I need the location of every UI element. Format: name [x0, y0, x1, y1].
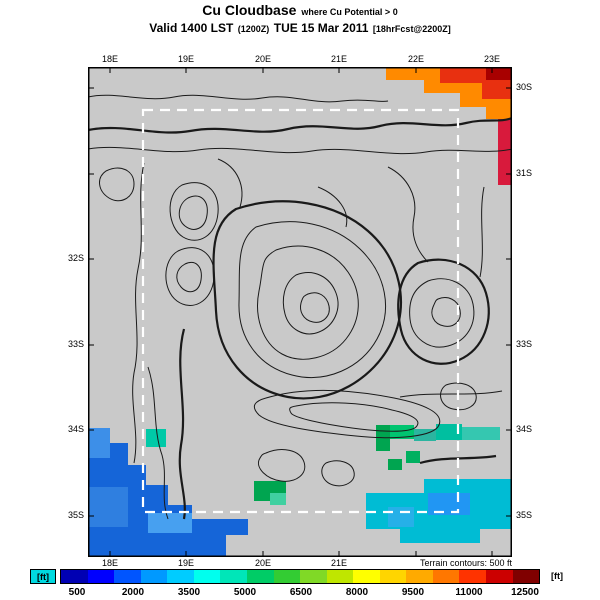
valid-time-line: Valid 1400 LST (1200Z) TUE 15 Mar 2011 […: [0, 21, 600, 36]
land-background: [88, 67, 512, 557]
axis-label-left-33s: 33S: [67, 339, 84, 349]
axis-label-right-31s: 31S: [516, 168, 533, 178]
axis-label-left-32s: 32S: [67, 253, 84, 263]
colorbar-cell: [193, 570, 221, 583]
colorbar-tick-label: 12500: [511, 587, 539, 598]
colorbar-tick-label: 5000: [233, 587, 257, 598]
cloudbase-cells-green: [146, 424, 500, 505]
axis-label-left-35s: 35S: [67, 510, 84, 520]
axis-label-bottom-21e: 21E: [330, 558, 348, 568]
chart-title-note: where Cu Potential > 0: [301, 7, 398, 17]
map-plot-area: [87, 67, 513, 557]
colorbar-cell: [326, 570, 354, 583]
terrain-contours-note: Terrain contours: 500 ft: [419, 558, 512, 568]
axis-label-bottom-18e: 18E: [101, 558, 119, 568]
colorbar-cell: [353, 570, 380, 583]
colorbar-cell: [459, 570, 486, 583]
cloudbase-region-high-red: [386, 67, 512, 185]
axis-label-top-23e: 23E: [483, 54, 501, 64]
axis-label-top-18e: 18E: [101, 54, 119, 64]
colorbar-cell: [61, 570, 88, 583]
colorbar-ticks: 500 2000 3500 5000 6500 8000 9500 11000 12500: [60, 587, 540, 600]
valid-time-label: Valid 1400 LST: [149, 21, 234, 35]
colorbar-unit-left: [ft]: [30, 569, 56, 584]
colorbar-unit-right: [ft]: [551, 571, 563, 581]
axis-label-top-22e: 22E: [407, 54, 425, 64]
colorbar-cell: [406, 570, 433, 583]
inner-domain-dashed-boundary: [141, 108, 460, 514]
colorbar-cell: [379, 570, 407, 583]
axis-label-right-30s: 30S: [516, 82, 533, 92]
chart-title-line: Cu Cloudbase where Cu Potential > 0: [0, 3, 600, 20]
axis-label-right-35s: 35S: [516, 510, 533, 520]
colorbar-cell: [273, 570, 301, 583]
cloudbase-region-low-blue: [88, 428, 248, 557]
axis-label-top-19e: 19E: [177, 54, 195, 64]
terrain-contours: [87, 94, 513, 520]
axis-label-right-33s: 33S: [516, 339, 533, 349]
valid-date-label: TUE 15 Mar 2011: [273, 21, 369, 35]
colorbar-tick-label: 500: [68, 587, 86, 598]
colorbar-tick-label: 3500: [177, 587, 201, 598]
colorbar-tick-label: 6500: [289, 587, 313, 598]
terrain-map-svg: [87, 67, 513, 557]
colorbar-cell: [432, 570, 460, 583]
colorbar-cell: [114, 570, 141, 583]
colorbar-tick-label: 11000: [455, 587, 483, 598]
axis-label-right-34s: 34S: [516, 424, 533, 434]
axis-label-bottom-19e: 19E: [177, 558, 195, 568]
colorbar-cell: [512, 570, 540, 583]
colorbar-cell: [140, 570, 168, 583]
forecast-note-label: [18hrFcst@2200Z]: [372, 24, 451, 34]
axis-label-top-20e: 20E: [254, 54, 272, 64]
colorbar-cells: [60, 569, 540, 584]
axis-label-left-34s: 34S: [67, 424, 84, 434]
axis-label-top-21e: 21E: [330, 54, 348, 64]
colorbar-tick-label: 8000: [345, 587, 369, 598]
chart-title: Cu Cloudbase: [202, 2, 297, 18]
colorbar-cell: [87, 570, 115, 583]
colorbar-cell: [486, 570, 513, 583]
colorbar-cell: [167, 570, 194, 583]
valid-utc-label: (1200Z): [237, 24, 270, 34]
colorbar-cell: [246, 570, 274, 583]
colorbar-tick-label: 9500: [401, 587, 425, 598]
colorbar-cell: [220, 570, 247, 583]
colorbar-cell: [300, 570, 327, 583]
axis-label-bottom-20e: 20E: [254, 558, 272, 568]
map-border: [88, 67, 512, 557]
colorbar-tick-label: 2000: [121, 587, 145, 598]
axis-tick-marks: [88, 67, 512, 557]
